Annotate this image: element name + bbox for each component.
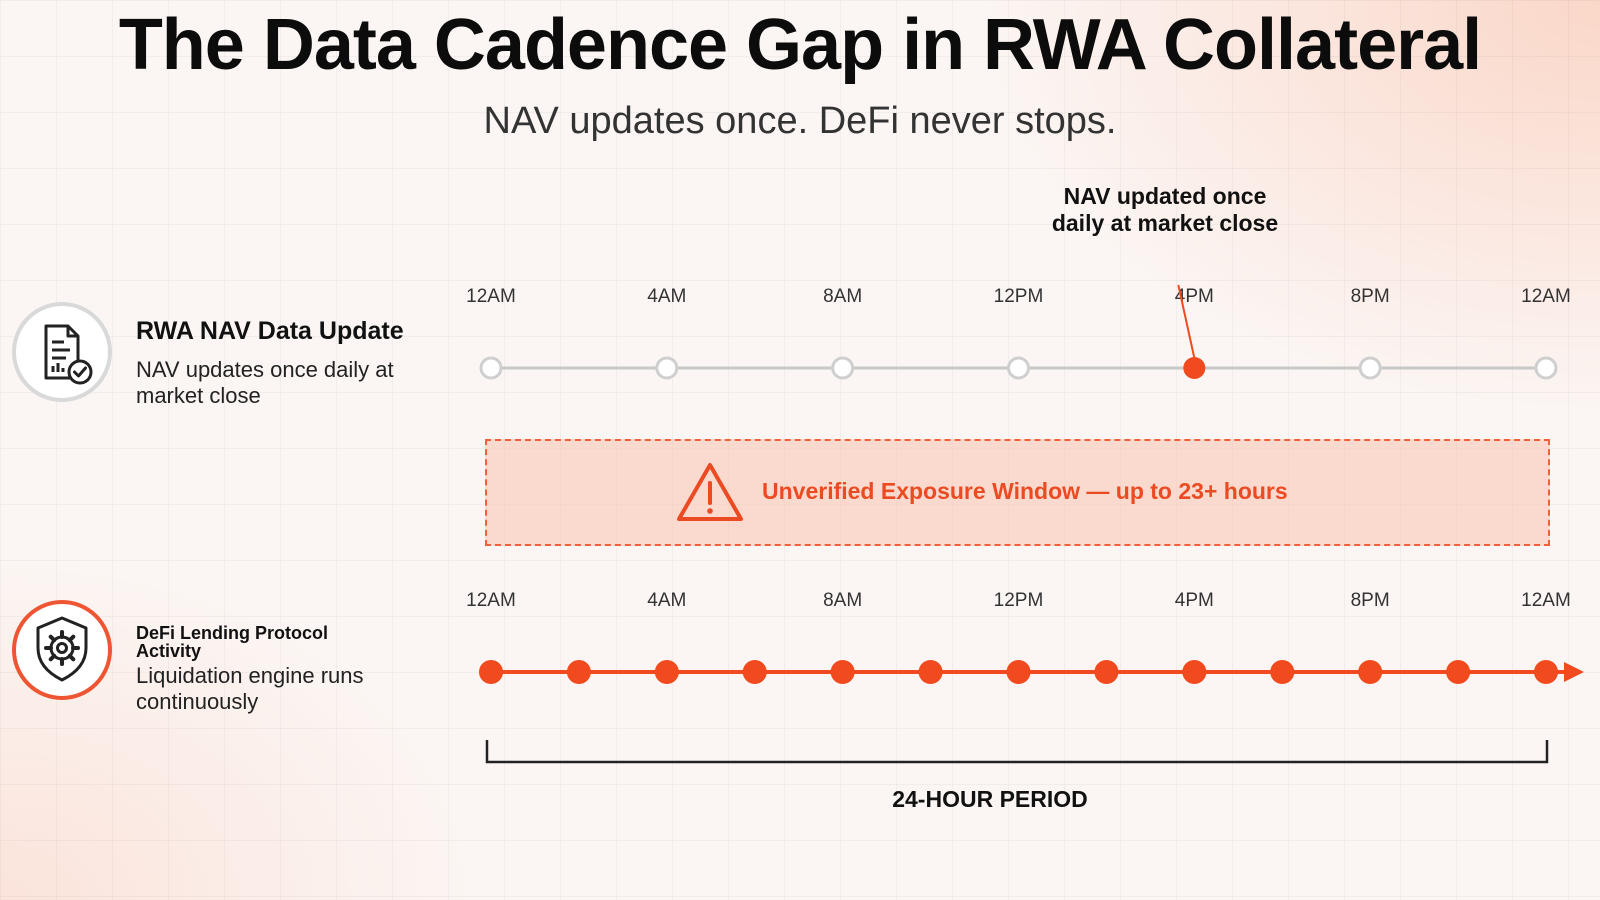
- defi-timeline-arrow: [1564, 662, 1584, 682]
- nav-time-marker: [1358, 356, 1382, 380]
- nav-time-label: 12PM: [993, 286, 1044, 307]
- exposure-window-label: Unverified Exposure Window — up to 23+ h…: [762, 478, 1288, 504]
- nav-time-label: 4AM: [647, 286, 687, 307]
- period-bracket: [485, 740, 1549, 764]
- defi-time-label: 4AM: [647, 590, 687, 611]
- defi-activity-marker: [830, 660, 855, 684]
- nav-time-marker: [1534, 356, 1558, 380]
- page-subtitle: NAV updates once. DeFi never stops.: [483, 100, 1117, 142]
- nav-time-marker: [479, 356, 503, 380]
- defi-time-label: 12AM: [1521, 590, 1571, 611]
- defi-activity-marker: [1358, 660, 1383, 684]
- defi-time-label: 12AM: [466, 590, 516, 611]
- defi-activity-marker: [1094, 660, 1119, 684]
- defi-activity-marker: [1006, 660, 1031, 684]
- callout-pointer: [1177, 284, 1196, 359]
- defi-time-label: 4PM: [1174, 590, 1214, 611]
- defi-activity-marker: [654, 660, 679, 684]
- nav-update-callout: NAV updated once daily at market close: [1051, 183, 1279, 236]
- defi-time-label: 8AM: [823, 590, 863, 611]
- defi-activity-marker: [566, 660, 591, 684]
- defi-time-label: 8PM: [1350, 590, 1390, 611]
- nav-time-label: 8PM: [1350, 286, 1390, 307]
- defi-activity-marker: [742, 660, 767, 684]
- nav-row-description: NAV updates once daily at market close: [136, 357, 394, 408]
- defi-activity-marker: [1534, 660, 1558, 684]
- defi-row-description: Liquidation engine runs continuously: [136, 663, 364, 714]
- nav-update-marker: [1183, 357, 1206, 379]
- page-title: The Data Cadence Gap in RWA Collateral: [118, 5, 1482, 85]
- warning-triangle-icon: [677, 463, 743, 521]
- nav-time-label: 12AM: [466, 286, 516, 307]
- period-label: 24-HOUR PERIOD: [892, 786, 1088, 812]
- nav-time-label: 4PM: [1174, 286, 1214, 307]
- nav-time-marker: [831, 356, 855, 380]
- defi-time-label: 12PM: [993, 590, 1044, 611]
- defi-activity-marker: [918, 660, 943, 684]
- defi-activity-marker: [479, 660, 503, 684]
- nav-time-marker: [1007, 356, 1030, 380]
- defi-activity-marker: [1446, 660, 1471, 684]
- document-check-icon: [12, 302, 112, 402]
- exposure-window: Unverified Exposure Window — up to 23+ h…: [485, 439, 1550, 546]
- defi-activity-marker: [1270, 660, 1295, 684]
- defi-activity-marker: [1182, 660, 1207, 684]
- nav-time-marker: [655, 356, 679, 380]
- shield-gear-icon: [12, 600, 112, 700]
- nav-row-title: RWA NAV Data Update: [136, 317, 404, 345]
- nav-time-label: 12AM: [1521, 286, 1571, 307]
- nav-time-label: 8AM: [823, 286, 863, 307]
- defi-row-title: DeFi Lending Protocol Activity: [136, 623, 328, 661]
